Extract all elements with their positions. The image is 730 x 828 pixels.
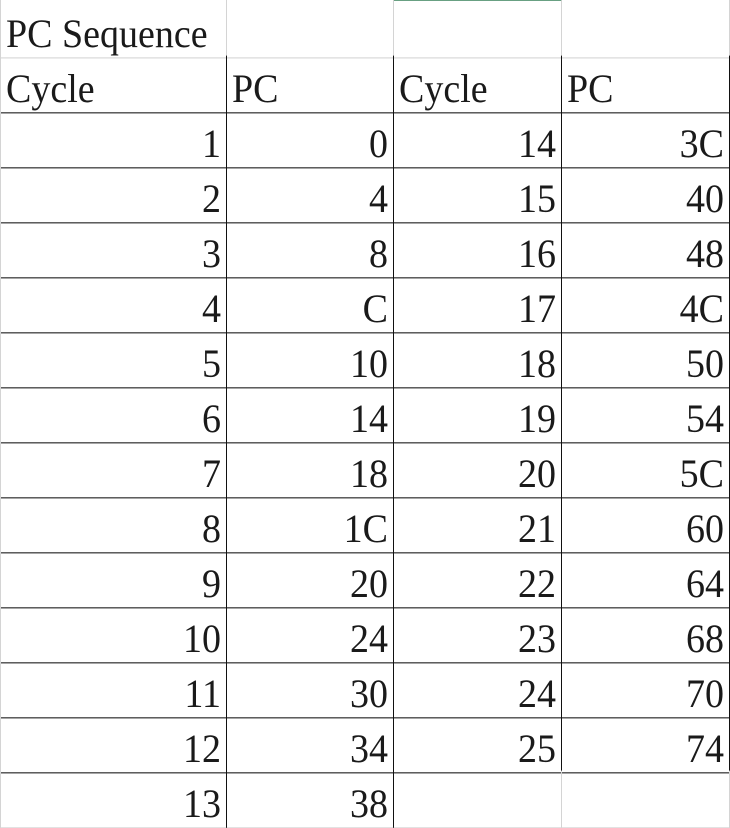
cycle-value-cell[interactable]: 5 bbox=[0, 330, 227, 389]
pc-value-cell[interactable]: 68 bbox=[562, 605, 730, 664]
cycle-value-cell[interactable]: 4 bbox=[0, 275, 227, 334]
empty-cell[interactable] bbox=[562, 770, 730, 828]
pc-value-cell[interactable]: 38 bbox=[227, 770, 394, 828]
empty-cell[interactable] bbox=[227, 0, 394, 59]
cycle-value-cell[interactable]: 18 bbox=[394, 330, 562, 389]
cycle-value-cell[interactable]: 6 bbox=[0, 385, 227, 444]
pc-value-cell[interactable]: C bbox=[227, 275, 394, 334]
cycle-value-cell[interactable]: 1 bbox=[0, 110, 227, 169]
empty-cell-selected-column[interactable] bbox=[394, 0, 562, 59]
pc-value-cell[interactable]: 64 bbox=[562, 550, 730, 609]
pc-value-cell[interactable]: 54 bbox=[562, 385, 730, 444]
cycle-value-cell[interactable]: 10 bbox=[0, 605, 227, 664]
pc-value-cell[interactable]: 20 bbox=[227, 550, 394, 609]
sheet-title-cell[interactable]: PC Sequence bbox=[0, 0, 227, 59]
pc-value-cell[interactable]: 4C bbox=[562, 275, 730, 334]
cycle-value-cell[interactable]: 7 bbox=[0, 440, 227, 499]
cycle-value-cell[interactable]: 13 bbox=[0, 770, 227, 828]
cycle-value-cell[interactable]: 14 bbox=[394, 110, 562, 169]
pc-value-cell[interactable]: 34 bbox=[227, 715, 394, 774]
pc-value-cell[interactable]: 4 bbox=[227, 165, 394, 224]
pc-value-cell[interactable]: 60 bbox=[562, 495, 730, 554]
pc-value-cell[interactable]: 14 bbox=[227, 385, 394, 444]
pc-value-cell[interactable]: 50 bbox=[562, 330, 730, 389]
cycle-value-cell[interactable]: 20 bbox=[394, 440, 562, 499]
cycle-value-cell[interactable]: 23 bbox=[394, 605, 562, 664]
header-cycle-cell[interactable]: Cycle bbox=[0, 55, 227, 114]
pc-value-cell[interactable]: 18 bbox=[227, 440, 394, 499]
cycle-value-cell[interactable]: 15 bbox=[394, 165, 562, 224]
header-pc-cell[interactable]: PC bbox=[562, 55, 730, 114]
empty-cell[interactable] bbox=[394, 770, 562, 828]
cycle-value-cell[interactable]: 3 bbox=[0, 220, 227, 279]
cycle-value-cell[interactable]: 2 bbox=[0, 165, 227, 224]
cycle-value-cell[interactable]: 19 bbox=[394, 385, 562, 444]
header-pc-cell[interactable]: PC bbox=[227, 55, 394, 114]
pc-value-cell[interactable]: 3C bbox=[562, 110, 730, 169]
cycle-value-cell[interactable]: 12 bbox=[0, 715, 227, 774]
pc-value-cell[interactable]: 0 bbox=[227, 110, 394, 169]
pc-value-cell[interactable]: 10 bbox=[227, 330, 394, 389]
pc-value-cell[interactable]: 5C bbox=[562, 440, 730, 499]
cycle-value-cell[interactable]: 25 bbox=[394, 715, 562, 774]
cycle-value-cell[interactable]: 17 bbox=[394, 275, 562, 334]
empty-cell[interactable] bbox=[562, 0, 730, 59]
header-cycle-cell[interactable]: Cycle bbox=[394, 55, 562, 114]
pc-value-cell[interactable]: 48 bbox=[562, 220, 730, 279]
cycle-value-cell[interactable]: 16 bbox=[394, 220, 562, 279]
cycle-value-cell[interactable]: 9 bbox=[0, 550, 227, 609]
pc-value-cell[interactable]: 40 bbox=[562, 165, 730, 224]
pc-value-cell[interactable]: 1C bbox=[227, 495, 394, 554]
pc-value-cell[interactable]: 74 bbox=[562, 715, 730, 774]
pc-value-cell[interactable]: 8 bbox=[227, 220, 394, 279]
cycle-value-cell[interactable]: 8 bbox=[0, 495, 227, 554]
pc-value-cell[interactable]: 24 bbox=[227, 605, 394, 664]
cycle-value-cell[interactable]: 24 bbox=[394, 660, 562, 719]
cycle-value-cell[interactable]: 11 bbox=[0, 660, 227, 719]
cycle-value-cell[interactable]: 21 bbox=[394, 495, 562, 554]
pc-value-cell[interactable]: 30 bbox=[227, 660, 394, 719]
pc-value-cell[interactable]: 70 bbox=[562, 660, 730, 719]
cycle-value-cell[interactable]: 22 bbox=[394, 550, 562, 609]
